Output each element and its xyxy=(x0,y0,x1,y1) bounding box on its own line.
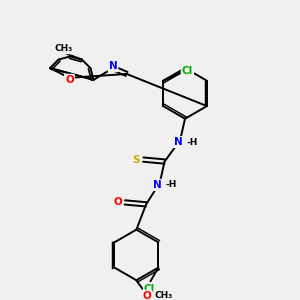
Text: O: O xyxy=(143,291,152,300)
Text: N: N xyxy=(109,61,117,71)
Text: S: S xyxy=(133,154,140,165)
Text: N: N xyxy=(174,137,183,147)
Text: CH₃: CH₃ xyxy=(54,44,73,53)
Text: O: O xyxy=(65,75,74,85)
Text: Cl: Cl xyxy=(144,284,155,294)
Text: Cl: Cl xyxy=(182,66,193,76)
Text: -H: -H xyxy=(166,180,177,189)
Text: O: O xyxy=(113,197,122,207)
Text: N: N xyxy=(153,180,162,190)
Text: -H: -H xyxy=(186,138,197,147)
Text: CH₃: CH₃ xyxy=(154,291,173,300)
